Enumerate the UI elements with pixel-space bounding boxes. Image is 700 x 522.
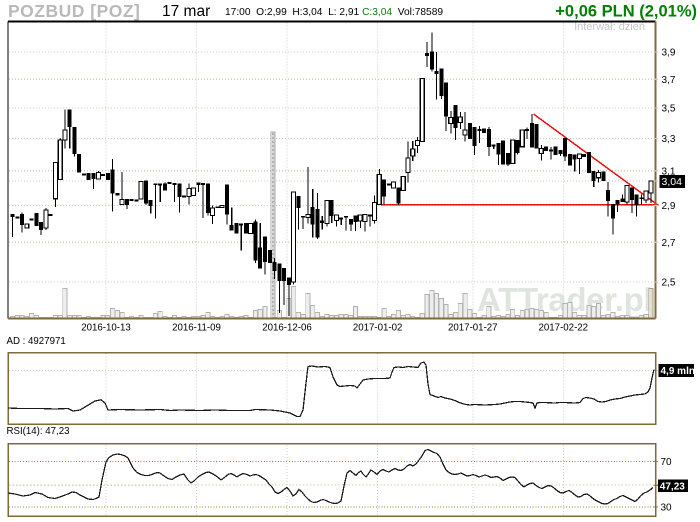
svg-text:3,7: 3,7	[662, 75, 676, 86]
svg-text:RSI(14): 47,23: RSI(14): 47,23	[7, 426, 70, 437]
svg-text:2017-01-27: 2017-01-27	[448, 323, 498, 334]
svg-text:2,9: 2,9	[662, 201, 676, 212]
svg-text:17:00 O:2,99 H:3,04 L: 2,91: 17:00 O:2,99 H:3,04 L: 2,91 C:3,04 Vol:7…	[225, 7, 443, 18]
svg-text:3,1: 3,1	[662, 166, 676, 177]
svg-text:2016-11-09: 2016-11-09	[172, 323, 221, 334]
svg-text:4,9 mln: 4,9 mln	[661, 366, 695, 377]
svg-text:3,9: 3,9	[662, 48, 676, 59]
svg-text:+0,06 PLN (2,01%): +0,06 PLN (2,01%)	[555, 3, 697, 21]
svg-text:70: 70	[661, 457, 673, 468]
svg-text:30: 30	[661, 503, 673, 514]
svg-text:2,7: 2,7	[662, 238, 676, 249]
svg-text:2017-01-02: 2017-01-02	[353, 323, 403, 334]
svg-text:2016-10-13: 2016-10-13	[81, 323, 131, 334]
svg-text:Interwał: dzień: Interwał: dzień	[574, 21, 645, 33]
svg-text:3,04: 3,04	[662, 176, 683, 188]
svg-text:17 mar: 17 mar	[162, 3, 210, 20]
svg-text:POZBUD [POZ]: POZBUD [POZ]	[8, 1, 140, 21]
svg-text:3,3: 3,3	[662, 134, 676, 145]
svg-text:2,5: 2,5	[662, 278, 676, 289]
svg-text:2016-12-06: 2016-12-06	[262, 323, 312, 334]
svg-text:3,5: 3,5	[662, 104, 676, 115]
svg-text:2017-02-22: 2017-02-22	[539, 323, 589, 334]
svg-text:AD : 4927971: AD : 4927971	[7, 336, 66, 347]
svg-text:47,23: 47,23	[660, 482, 685, 493]
